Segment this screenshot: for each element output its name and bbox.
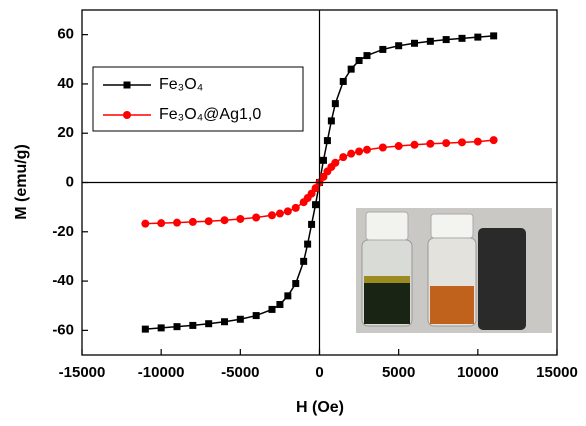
- marker: [173, 219, 181, 227]
- marker: [292, 204, 300, 212]
- marker: [236, 215, 244, 223]
- marker: [355, 147, 363, 155]
- marker: [189, 322, 196, 329]
- marker: [268, 211, 276, 219]
- marker: [395, 42, 402, 49]
- marker: [474, 34, 481, 41]
- x-tick-label: 5000: [382, 364, 415, 381]
- marker: [347, 150, 355, 158]
- x-tick-label: 0: [315, 364, 323, 381]
- marker: [340, 78, 347, 85]
- marker: [324, 137, 331, 144]
- inset-photo: [356, 208, 552, 333]
- marker: [426, 140, 434, 148]
- legend-label: Fe₃O₄@Ag1,0: [159, 106, 261, 123]
- y-tick-label: -20: [52, 223, 74, 240]
- marker: [221, 318, 228, 325]
- marker: [141, 220, 149, 228]
- marker: [356, 57, 363, 64]
- marker: [205, 320, 212, 327]
- x-axis-label: H (Oe): [296, 399, 344, 416]
- marker: [364, 52, 371, 59]
- x-tick-label: -10000: [138, 364, 185, 381]
- y-tick-label: 20: [57, 124, 74, 141]
- marker: [490, 32, 497, 39]
- marker: [308, 221, 315, 228]
- y-tick-label: -60: [52, 321, 74, 338]
- marker: [312, 201, 319, 208]
- marker: [427, 38, 434, 45]
- marker: [189, 218, 197, 226]
- marker: [411, 40, 418, 47]
- marker: [339, 153, 347, 161]
- marker: [276, 210, 284, 218]
- y-tick-label: 40: [57, 75, 74, 92]
- marker: [221, 216, 229, 224]
- marker: [276, 301, 283, 308]
- marker: [379, 46, 386, 53]
- x-tick-label: 10000: [457, 364, 499, 381]
- marker: [142, 326, 149, 333]
- marker: [205, 217, 213, 225]
- marker: [292, 280, 299, 287]
- marker: [284, 207, 292, 215]
- x-tick-label: 15000: [536, 364, 578, 381]
- marker: [459, 35, 466, 42]
- marker: [269, 306, 276, 313]
- marker: [157, 219, 165, 227]
- marker: [304, 241, 311, 248]
- marker: [123, 111, 131, 119]
- marker: [490, 136, 498, 144]
- marker: [332, 100, 339, 107]
- marker: [363, 146, 371, 154]
- marker: [252, 213, 260, 221]
- marker: [320, 157, 327, 164]
- y-tick-label: -40: [52, 272, 74, 289]
- x-tick-label: -5000: [221, 364, 259, 381]
- marker: [158, 324, 165, 331]
- marker: [284, 292, 291, 299]
- marker: [253, 312, 260, 319]
- marker: [379, 144, 387, 152]
- legend-label: Fe₃O₄: [159, 76, 203, 93]
- marker: [237, 316, 244, 323]
- marker: [474, 138, 482, 146]
- marker: [300, 258, 307, 265]
- marker: [411, 141, 419, 149]
- marker: [348, 66, 355, 73]
- y-axis-label: M (emu/g): [13, 144, 30, 220]
- y-tick-label: 0: [66, 173, 74, 190]
- y-tick-label: 60: [57, 26, 74, 43]
- marker: [395, 142, 403, 150]
- marker: [124, 82, 131, 89]
- marker: [174, 323, 181, 330]
- marker: [331, 159, 339, 167]
- marker: [443, 36, 450, 43]
- marker: [442, 139, 450, 147]
- chart: H (Oe) M (emu/g) -15000 -10000 -5000 0 5000 1…: [0, 0, 586, 421]
- marker: [458, 138, 466, 146]
- marker: [328, 117, 335, 124]
- x-tick-label: -15000: [59, 364, 106, 381]
